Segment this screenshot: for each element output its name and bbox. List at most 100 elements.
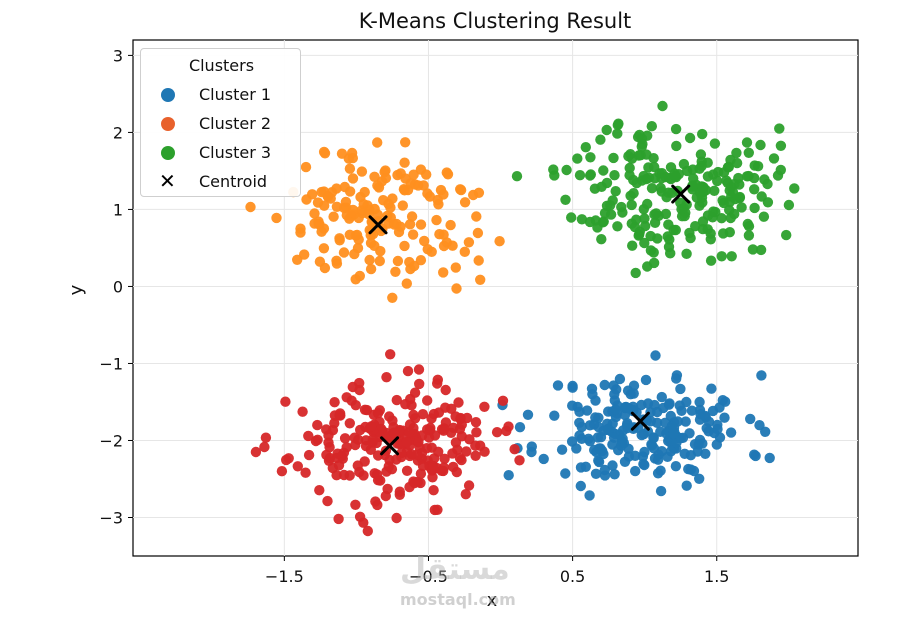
scatter-point (344, 470, 355, 481)
scatter-point (665, 410, 676, 422)
scatter-point (391, 454, 402, 465)
scatter-point (747, 244, 759, 255)
scatter-point (584, 216, 596, 228)
scatter-point (630, 465, 641, 477)
scatter-point (636, 399, 647, 411)
scatter-point (471, 211, 482, 222)
scatter-point (445, 219, 456, 231)
scatter-point (297, 406, 308, 417)
scatter-point (567, 382, 578, 393)
scatter-point (318, 146, 330, 158)
scatter-point (741, 137, 753, 148)
scatter-point (475, 274, 486, 285)
y-tick-label: 1 (113, 200, 123, 219)
scatter-point (351, 229, 363, 241)
scatter-point (702, 171, 714, 182)
scatter-point (752, 161, 764, 172)
scatter-point (612, 128, 623, 139)
scatter-point (415, 219, 427, 230)
scatter-point (344, 229, 355, 240)
scatter-point (640, 220, 651, 232)
scatter-point (354, 377, 365, 389)
scatter-point (331, 183, 342, 194)
scatter-point (374, 255, 385, 267)
scatter-point (597, 217, 609, 228)
scatter-point (576, 433, 587, 444)
scatter-point (750, 450, 761, 462)
scatter-point (312, 197, 324, 208)
scatter-point (385, 212, 396, 223)
scatter-point (609, 170, 620, 181)
scatter-point (390, 266, 401, 277)
legend-item: Cluster 3 (141, 143, 302, 163)
scatter-point (627, 401, 639, 412)
scatter-point (745, 413, 756, 425)
scatter-point (697, 216, 709, 227)
x-tick-label: −0.5 (409, 567, 448, 586)
scatter-point (318, 243, 330, 254)
scatter-point (364, 254, 375, 266)
scatter-point (717, 395, 728, 406)
scatter-point (595, 432, 607, 443)
scatter-point (712, 423, 723, 435)
scatter-point (414, 378, 425, 390)
scatter-point (440, 384, 451, 396)
scatter-point (453, 397, 464, 408)
scatter-point (710, 206, 721, 218)
scatter-point (638, 170, 649, 182)
scatter-point (649, 399, 660, 411)
scatter-point (675, 383, 686, 395)
scatter-point (455, 184, 467, 196)
scatter-point (725, 427, 737, 438)
scatter-point (593, 422, 604, 433)
scatter-point (442, 169, 454, 180)
scatter-point (652, 468, 664, 479)
scatter-point (561, 164, 572, 176)
scatter-point (362, 525, 373, 537)
scatter-point (613, 118, 624, 129)
y-tick-label: −1 (99, 354, 123, 373)
scatter-point (459, 197, 471, 208)
scatter-point (395, 221, 406, 232)
scatter-point (514, 455, 525, 466)
scatter-point (627, 240, 638, 251)
scatter-point (333, 460, 345, 471)
scatter-point (299, 249, 310, 260)
scatter-point (680, 416, 691, 427)
scatter-point (609, 469, 620, 480)
scatter-point (461, 412, 473, 424)
scatter-point (399, 157, 410, 168)
scatter-point (774, 123, 785, 134)
scatter-point (601, 200, 613, 211)
scatter-point (623, 451, 635, 462)
scatter-point (511, 171, 523, 182)
scatter-point (681, 248, 692, 259)
scatter-point (473, 255, 484, 266)
scatter-point (725, 212, 736, 224)
scatter-point (460, 489, 471, 500)
scatter-point (724, 227, 735, 238)
scatter-point (705, 255, 717, 266)
scatter-point (479, 401, 490, 412)
scatter-point (365, 263, 377, 275)
legend-title: Clusters (188, 56, 255, 75)
scatter-point (648, 432, 659, 443)
scatter-point (347, 173, 359, 184)
scatter-point (329, 397, 340, 408)
scatter-point (656, 186, 667, 197)
scatter-point (665, 248, 676, 259)
scatter-point (656, 391, 667, 403)
scatter-point (325, 193, 336, 204)
scatter-point (427, 472, 438, 483)
scatter-point (312, 434, 323, 445)
scatter-point (603, 424, 614, 436)
scatter-point (435, 184, 447, 196)
scatter-point (687, 181, 698, 192)
scatter-point (405, 178, 416, 189)
scatter-point (775, 164, 786, 176)
scatter-point (402, 365, 414, 377)
centroid-x-marker (630, 411, 650, 431)
legend-item: Cluster 2 (141, 114, 302, 134)
scatter-point (612, 221, 623, 232)
scatter-point (652, 454, 664, 465)
